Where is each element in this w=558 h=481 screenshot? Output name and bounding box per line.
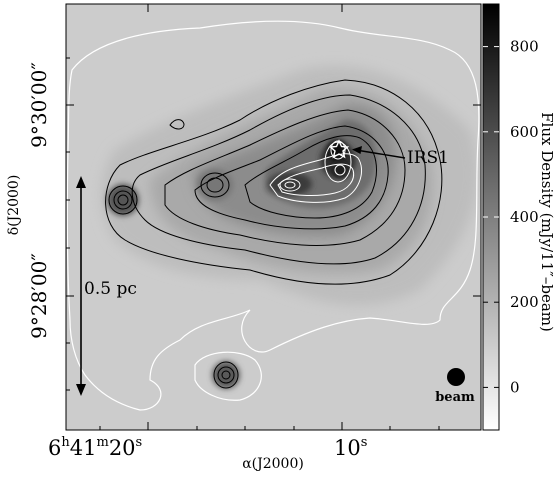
map-image [66, 20, 480, 411]
irs1-arrow [352, 146, 406, 159]
y-tick-label-0: 9°28′00″ [27, 253, 51, 339]
colorbar-tick-label: 600 [510, 123, 539, 141]
irs1-label: IRS1 [407, 148, 449, 168]
x-tick-marks [99, 4, 440, 430]
colorbar-ticks: 0 200 400 600 800 [483, 38, 539, 396]
colorbar-tick-label: 400 [510, 208, 539, 226]
colorbar-label: Flux Density (mJy/11″–beam) [538, 112, 556, 332]
plot-frame [65, 3, 482, 431]
beam-marker [447, 368, 465, 386]
x-axis-label: α(J2000) [242, 456, 304, 472]
colorbar-tick-label: 200 [510, 293, 539, 311]
x-tick-label-1: 10s [334, 435, 367, 460]
colorbar-tick-label: 0 [510, 378, 520, 396]
irs1-star-icon [328, 139, 350, 159]
y-tick-marks [66, 57, 481, 391]
y-tick-label-1: 9°30′00″ [27, 62, 51, 148]
x-tick-label-0: 6h41m20s [48, 435, 142, 460]
scale-bar-label: 0.5 pc [84, 279, 137, 299]
beam-label: beam [435, 390, 475, 405]
y-axis-label: δ(J2000) [6, 175, 22, 236]
scale-bar [76, 176, 86, 396]
colorbar-tick-label: 800 [510, 38, 539, 56]
